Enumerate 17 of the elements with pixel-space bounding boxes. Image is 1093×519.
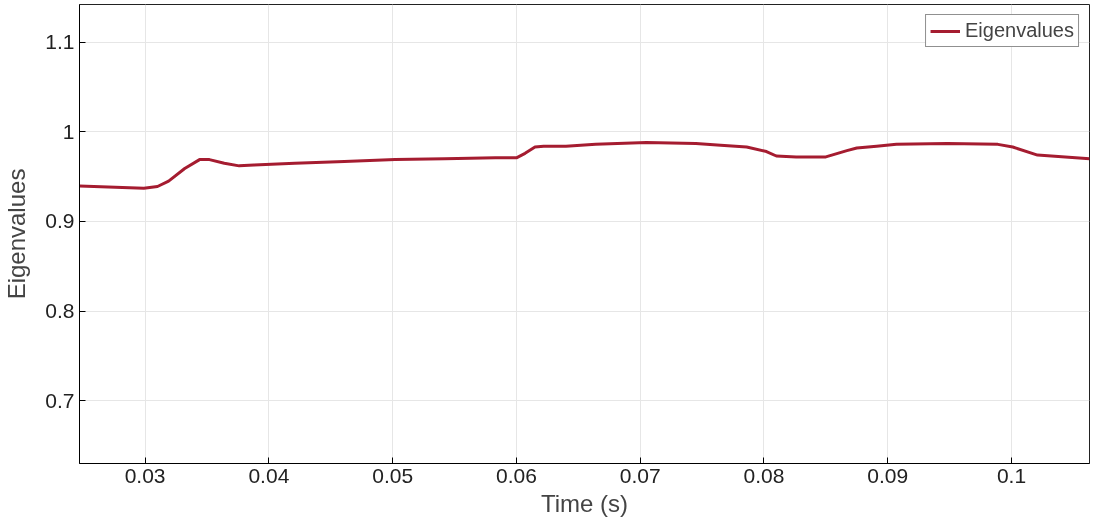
y-axis-title: Eigenvalues <box>3 168 31 300</box>
x-tick-label: 0.04 <box>248 463 290 487</box>
x-tick-label: 0.09 <box>867 463 909 487</box>
x-tick-label: 0.07 <box>619 463 661 487</box>
x-tick-label: 0.06 <box>495 463 537 487</box>
y-tick-label: 0.8 <box>45 299 75 323</box>
x-tick-label: 0.03 <box>124 463 166 487</box>
x-tick-label: 0.1 <box>996 463 1027 487</box>
y-tick-label: 0.7 <box>45 388 75 412</box>
y-tick-label: 0.9 <box>45 209 75 233</box>
x-axis-title: Time (s) <box>540 489 629 517</box>
y-tick-label: 1 <box>62 119 75 143</box>
x-tick-label: 0.08 <box>743 463 785 487</box>
line-series <box>79 141 1090 190</box>
y-tick-label: 1.1 <box>45 30 75 54</box>
legend-label: Eigenvalues <box>965 19 1074 42</box>
x-tick-label: 0.05 <box>372 463 414 487</box>
